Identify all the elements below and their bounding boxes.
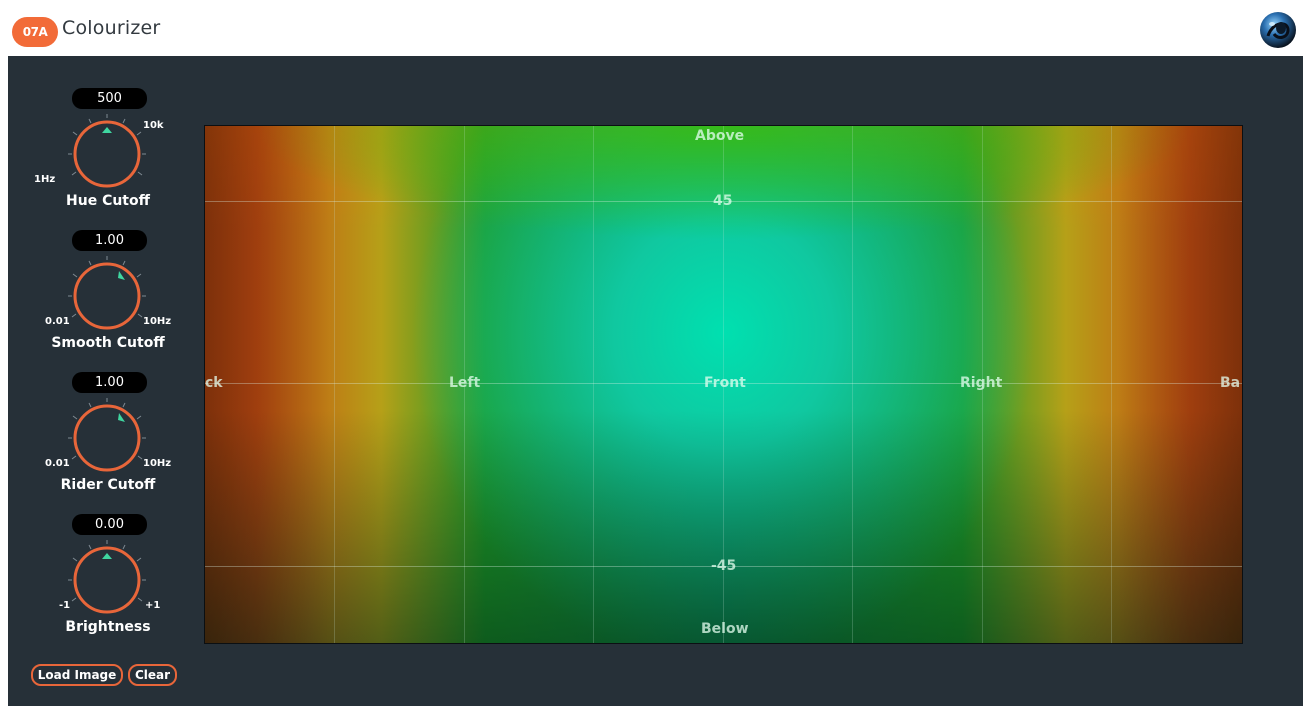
smooth-cutoff-min-label: 0.01 — [45, 316, 70, 327]
label-right: Right — [960, 375, 1002, 391]
label-front: Front — [704, 375, 746, 391]
brand-logo-icon — [1258, 10, 1298, 50]
rider-cutoff-value[interactable]: 1.00 — [72, 372, 147, 393]
rider-cutoff-label: Rider Cutoff — [8, 477, 208, 493]
rider-cutoff-max-label: 10Hz — [143, 458, 171, 469]
label-back-right: Ba — [1220, 375, 1240, 391]
brightness-knob[interactable] — [68, 540, 146, 618]
label-plus-45: 45 — [713, 193, 732, 209]
rider-cutoff-min-label: 0.01 — [45, 458, 70, 469]
smooth-cutoff-label: Smooth Cutoff — [8, 335, 208, 351]
hue-cutoff-knob[interactable] — [68, 114, 146, 192]
colour-map-display[interactable]: Above 45 ck Left Front Right Ba -45 Belo… — [204, 125, 1243, 644]
label-minus-45: -45 — [711, 558, 736, 574]
clear-button[interactable]: Clear — [128, 664, 177, 686]
logo-badge: 07A — [12, 17, 58, 47]
label-above: Above — [695, 128, 744, 144]
label-left: Left — [449, 375, 480, 391]
label-below: Below — [701, 621, 749, 637]
hue-cutoff-min-label: 1Hz — [34, 174, 55, 185]
hue-cutoff-value[interactable]: 500 — [72, 88, 147, 109]
brightness-min-label: -1 — [59, 600, 70, 611]
rider-cutoff-knob[interactable] — [68, 398, 146, 476]
brightness-max-label: +1 — [145, 600, 160, 611]
brightness-label: Brightness — [8, 619, 208, 635]
label-back-left: ck — [205, 375, 223, 391]
smooth-cutoff-max-label: 10Hz — [143, 316, 171, 327]
smooth-cutoff-knob[interactable] — [68, 256, 146, 334]
load-image-button[interactable]: Load Image — [31, 664, 123, 686]
title-bar: 07A Colourizer — [0, 0, 1311, 56]
plugin-panel: 500 1Hz 10k Hue Cutoff 1.00 — [8, 56, 1303, 706]
app-title: Colourizer — [62, 17, 160, 39]
smooth-cutoff-value[interactable]: 1.00 — [72, 230, 147, 251]
hue-cutoff-label: Hue Cutoff — [8, 193, 208, 209]
hue-cutoff-max-label: 10k — [143, 120, 164, 131]
brightness-value[interactable]: 0.00 — [72, 514, 147, 535]
